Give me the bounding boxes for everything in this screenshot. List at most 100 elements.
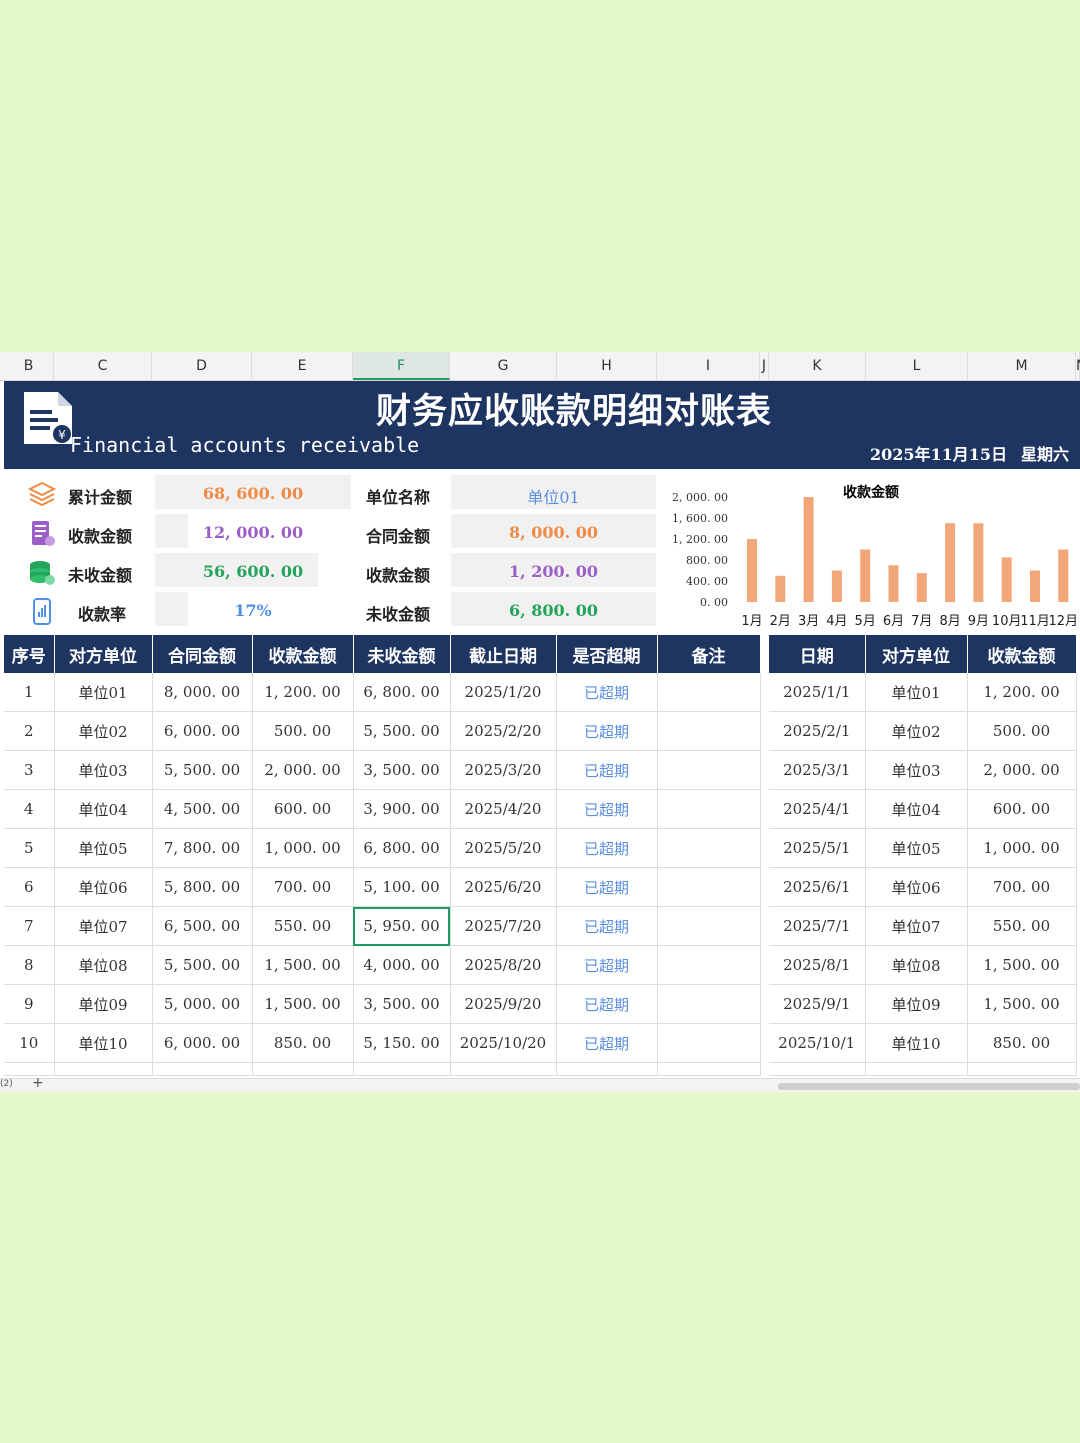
add-sheet-button[interactable]: + — [32, 1075, 44, 1091]
table-cell[interactable]: 单位05 — [865, 828, 968, 868]
table-cell[interactable]: 3, 500. 00 — [353, 750, 451, 790]
table-cell[interactable]: 已超期 — [556, 711, 658, 751]
table-cell[interactable]: 单位04 — [865, 789, 968, 829]
table-cell[interactable]: 6, 000. 00 — [152, 1023, 253, 1063]
table-cell[interactable]: 700. 00 — [252, 867, 354, 907]
table-cell[interactable]: 单位05 — [54, 828, 153, 868]
table-cell[interactable]: 单位08 — [865, 945, 968, 985]
table-cell[interactable]: 已超期 — [556, 1023, 658, 1063]
table-cell[interactable]: 7, 800. 00 — [152, 828, 253, 868]
table-cell[interactable]: 600. 00 — [967, 789, 1077, 829]
table-cell[interactable] — [657, 828, 761, 868]
table-cell[interactable]: 已超期 — [556, 750, 658, 790]
table-cell[interactable]: 8, 000. 00 — [152, 673, 253, 712]
table-cell[interactable]: 4, 000. 00 — [353, 945, 451, 985]
table-cell[interactable]: 5 — [4, 828, 55, 868]
table-cell[interactable]: 单位01 — [54, 673, 153, 712]
table-cell[interactable]: 5, 500. 00 — [152, 750, 253, 790]
column-header-e[interactable]: E — [252, 352, 353, 380]
table-cell[interactable]: 已超期 — [556, 906, 658, 946]
table-cell[interactable]: 600. 00 — [252, 789, 354, 829]
table-cell[interactable]: 1, 500. 00 — [252, 984, 354, 1024]
summary-value[interactable]: 12, 000. 00 — [202, 523, 304, 542]
table-cell[interactable]: 已超期 — [556, 789, 658, 829]
table-cell[interactable]: 2025/2/20 — [450, 711, 557, 751]
table-cell[interactable]: 单位09 — [865, 984, 968, 1024]
table-cell[interactable] — [865, 1062, 968, 1076]
table-cell[interactable]: 5, 500. 00 — [152, 945, 253, 985]
side_table-header[interactable]: 对方单位 — [865, 635, 968, 673]
table-cell[interactable]: 1, 500. 00 — [967, 945, 1077, 985]
table-cell[interactable]: 2025/3/1 — [769, 750, 866, 790]
table-cell[interactable]: 单位02 — [54, 711, 153, 751]
column-header-l[interactable]: L — [866, 352, 968, 380]
table-cell[interactable]: 2025/4/20 — [450, 789, 557, 829]
table-cell[interactable] — [657, 1062, 761, 1076]
table-cell[interactable]: 1, 000. 00 — [967, 828, 1077, 868]
table-cell[interactable]: 500. 00 — [967, 711, 1077, 751]
table-cell[interactable]: 单位08 — [54, 945, 153, 985]
table-cell[interactable]: 2025/8/20 — [450, 945, 557, 985]
table-cell[interactable]: 3, 500. 00 — [353, 984, 451, 1024]
table-cell[interactable]: 单位06 — [865, 867, 968, 907]
table-cell[interactable]: 2025/7/20 — [450, 906, 557, 946]
table-cell[interactable]: 单位07 — [54, 906, 153, 946]
table-cell[interactable] — [450, 1062, 557, 1076]
main_table-header[interactable]: 合同金额 — [152, 635, 253, 673]
table-cell[interactable] — [657, 945, 761, 985]
table-cell[interactable] — [967, 1062, 1077, 1076]
table-cell[interactable]: 550. 00 — [967, 906, 1077, 946]
detail-cell[interactable] — [451, 475, 656, 509]
table-cell[interactable]: 单位10 — [54, 1023, 153, 1063]
table-cell[interactable]: 850. 00 — [252, 1023, 354, 1063]
horizontal-scrollbar[interactable] — [778, 1083, 1080, 1090]
column-header-n[interactable]: N — [1076, 352, 1080, 380]
table-cell[interactable] — [657, 711, 761, 751]
side_table-header[interactable]: 日期 — [769, 635, 866, 673]
table-cell[interactable]: 2025/6/20 — [450, 867, 557, 907]
main_table-header[interactable]: 序号 — [4, 635, 55, 673]
table-cell[interactable]: 2025/5/1 — [769, 828, 866, 868]
table-cell[interactable]: 2, 000. 00 — [252, 750, 354, 790]
table-cell[interactable]: 单位04 — [54, 789, 153, 829]
table-cell[interactable]: 已超期 — [556, 945, 658, 985]
table-cell[interactable]: 3, 900. 00 — [353, 789, 451, 829]
table-cell[interactable]: 2025/1/20 — [450, 673, 557, 712]
table-cell[interactable]: 2025/5/20 — [450, 828, 557, 868]
table-cell[interactable]: 1, 500. 00 — [252, 945, 354, 985]
table-cell[interactable] — [657, 1023, 761, 1063]
table-cell[interactable]: 550. 00 — [252, 906, 354, 946]
table-cell[interactable]: 1, 500. 00 — [967, 984, 1077, 1024]
column-header-c[interactable]: C — [54, 352, 152, 380]
table-cell[interactable]: 2025/8/1 — [769, 945, 866, 985]
table-cell[interactable] — [252, 1062, 354, 1076]
table-cell[interactable]: 已超期 — [556, 867, 658, 907]
table-cell[interactable]: 7 — [4, 906, 55, 946]
column-header-m[interactable]: M — [968, 352, 1076, 380]
table-cell[interactable] — [152, 1062, 253, 1076]
column-header-h[interactable]: H — [557, 352, 657, 380]
column-header-g[interactable]: G — [450, 352, 557, 380]
main_table-header[interactable]: 对方单位 — [54, 635, 153, 673]
column-header-k[interactable]: K — [769, 352, 866, 380]
table-cell[interactable]: 单位01 — [865, 673, 968, 712]
table-cell[interactable]: 9 — [4, 984, 55, 1024]
column-header-i[interactable]: I — [657, 352, 760, 380]
table-cell[interactable]: 6, 800. 00 — [353, 673, 451, 712]
detail-value[interactable]: 单位01 — [527, 488, 580, 507]
table-cell[interactable] — [657, 906, 761, 946]
column-header-j[interactable]: J — [760, 352, 769, 380]
detail-cell[interactable] — [451, 553, 656, 587]
table-cell[interactable]: 2025/2/1 — [769, 711, 866, 751]
detail-value[interactable]: 6, 800. 00 — [508, 601, 599, 620]
table-cell[interactable]: 2 — [4, 711, 55, 751]
main_table-header[interactable]: 截止日期 — [450, 635, 557, 673]
table-cell[interactable]: 已超期 — [556, 984, 658, 1024]
table-cell[interactable]: 单位03 — [865, 750, 968, 790]
table-cell[interactable]: 2025/4/1 — [769, 789, 866, 829]
detail-cell[interactable] — [451, 514, 656, 548]
column-header-b[interactable]: B — [4, 352, 54, 380]
table-cell[interactable]: 单位06 — [54, 867, 153, 907]
table-cell[interactable]: 2025/9/20 — [450, 984, 557, 1024]
table-cell[interactable] — [657, 750, 761, 790]
